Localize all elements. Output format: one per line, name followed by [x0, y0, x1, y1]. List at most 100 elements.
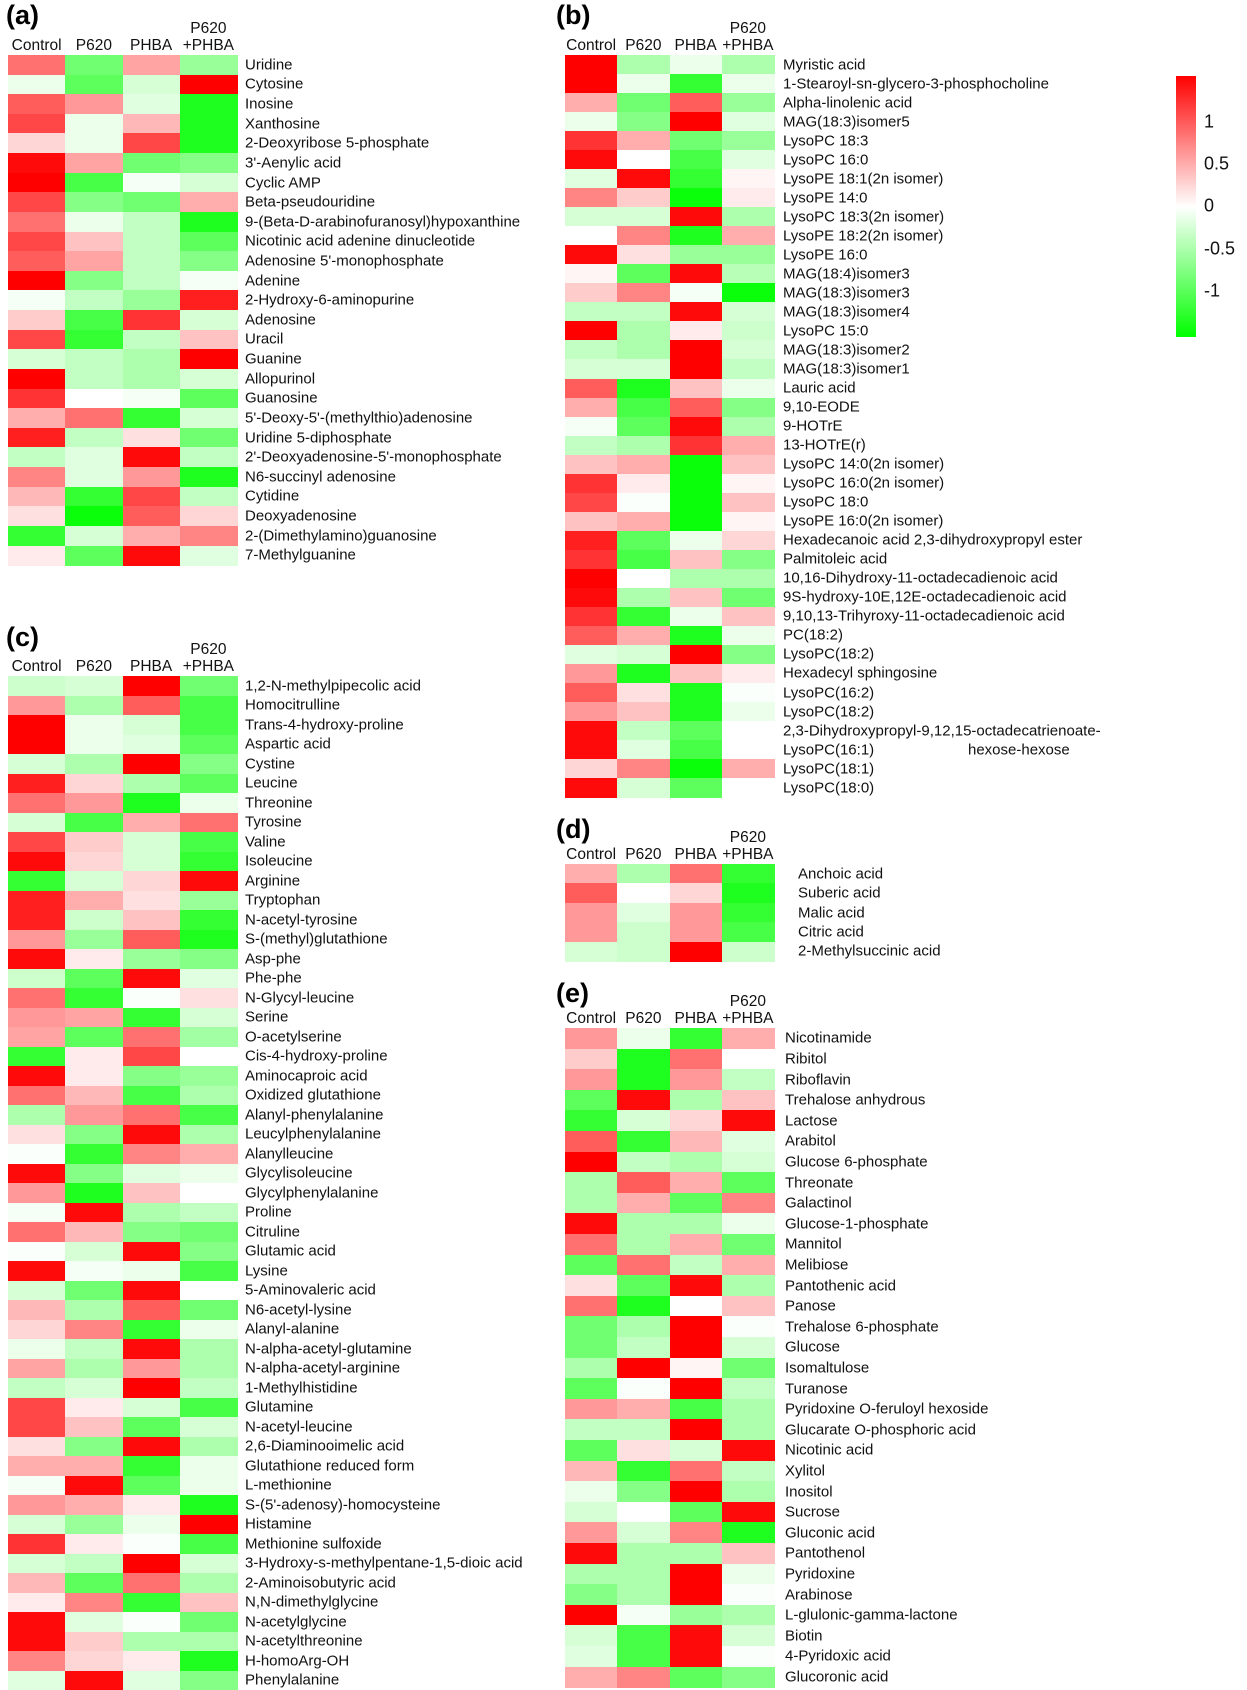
heatmap-cell	[565, 778, 618, 798]
row-label: Arabinose	[785, 1586, 853, 1603]
heatmap-cell	[669, 1089, 723, 1111]
heatmap-cell	[65, 1592, 124, 1613]
heatmap-cell	[721, 883, 775, 904]
heatmap-cell	[179, 211, 238, 233]
heatmap-cell	[179, 1417, 238, 1438]
row-label: Homocitrulline	[245, 696, 341, 714]
heatmap-cell	[122, 1163, 181, 1184]
heatmap-cell	[721, 492, 775, 513]
row-label: Glutathione reduced form	[245, 1457, 415, 1475]
row-label: Trehalose 6-phosphate	[785, 1318, 939, 1336]
heatmap-cell	[65, 1670, 124, 1690]
heatmap-cell	[669, 1048, 723, 1070]
row-label: O-acetylserine	[245, 1028, 342, 1046]
row-label: Aspartic acid	[245, 735, 331, 753]
heatmap-cell	[65, 1183, 124, 1204]
heatmap-cell	[617, 207, 671, 227]
heatmap-cell	[721, 435, 775, 456]
heatmap-cell	[122, 486, 181, 507]
heatmap-cell	[122, 349, 181, 370]
heatmap-cell	[565, 1481, 618, 1503]
heatmap-cell	[565, 549, 618, 570]
heatmap-cell	[179, 427, 238, 448]
heatmap-cell	[179, 1475, 238, 1496]
heatmap-cell	[617, 397, 671, 418]
row-label: Trans-4-hydroxy-proline	[245, 716, 404, 734]
heatmap-cell	[8, 467, 66, 488]
heatmap-cell	[565, 226, 618, 246]
heatmap-cell	[721, 864, 775, 884]
row-label: 5'-Deoxy-5'-(methylthio)adenosine	[245, 409, 473, 427]
heatmap-cell	[122, 832, 181, 853]
heatmap-cell	[8, 506, 66, 527]
heatmap-cell	[179, 910, 238, 931]
heatmap-cell	[122, 1066, 181, 1087]
heatmap-cell	[669, 778, 723, 798]
heatmap-cell	[8, 1475, 66, 1496]
heatmap-cell	[565, 625, 618, 646]
heatmap-cell	[617, 902, 671, 923]
heatmap-cell	[669, 1213, 723, 1235]
heatmap-cell	[565, 1419, 618, 1441]
row-label: Glutamine	[245, 1398, 314, 1416]
heatmap-cell	[565, 1337, 618, 1359]
heatmap-cell	[669, 378, 723, 399]
heatmap-cell	[617, 1275, 671, 1297]
heatmap-cell	[617, 1666, 671, 1688]
heatmap-cell	[721, 1646, 775, 1668]
heatmap-cell	[565, 1172, 618, 1194]
heatmap-cell	[122, 133, 181, 154]
heatmap-cell	[565, 207, 618, 227]
heatmap-cell	[721, 473, 775, 494]
heatmap-cell	[122, 676, 181, 697]
heatmap-cell	[65, 251, 124, 272]
heatmap-cell	[565, 112, 618, 132]
heatmap-cell	[565, 1625, 618, 1647]
heatmap-cell	[669, 941, 723, 962]
heatmap-cell	[669, 1316, 723, 1338]
panel-d-letter: (d)	[556, 814, 591, 844]
heatmap-cell	[617, 778, 671, 798]
heatmap-cell	[122, 1319, 181, 1340]
heatmap-cell	[617, 941, 671, 962]
heatmap-cell	[122, 525, 181, 547]
heatmap-cell	[565, 169, 618, 189]
colorbar-gradient	[1176, 76, 1196, 337]
heatmap-cell	[617, 702, 671, 722]
heatmap-cell	[179, 1319, 238, 1340]
heatmap-cell	[122, 1027, 181, 1048]
heatmap-cell	[8, 988, 66, 1009]
heatmap-cell	[179, 192, 238, 213]
heatmap-cell	[8, 1163, 66, 1184]
heatmap-cell	[179, 349, 238, 370]
heatmap-cell	[565, 1440, 618, 1462]
heatmap-cell	[669, 663, 723, 684]
heatmap-cell	[617, 226, 671, 246]
heatmap-cell	[721, 1275, 775, 1297]
heatmap-cell	[122, 368, 181, 390]
heatmap-cell	[669, 1234, 723, 1256]
heatmap-cell	[617, 1110, 671, 1132]
row-label: Tyrosine	[245, 813, 302, 831]
heatmap-cell	[669, 226, 723, 246]
heatmap-cell	[179, 506, 238, 527]
heatmap-cell	[669, 1337, 723, 1359]
heatmap-cell	[721, 340, 775, 361]
heatmap-cell	[122, 467, 181, 488]
heatmap-cell	[617, 1213, 671, 1235]
heatmap-cell	[179, 1105, 238, 1126]
heatmap-cell	[122, 1280, 181, 1301]
heatmap-cell	[179, 525, 238, 547]
heatmap-cell	[721, 941, 775, 962]
heatmap-cell	[617, 1604, 671, 1626]
heatmap-cell	[122, 1007, 181, 1028]
heatmap-cell	[179, 832, 238, 853]
heatmap-cell	[65, 1358, 124, 1379]
row-label: 2,3-Dihydroxypropyl-9,12,15-octadecatrie…	[783, 722, 1101, 740]
heatmap-cell	[565, 378, 618, 399]
row-label: Leucine	[245, 774, 298, 792]
panel-b-col-header: P620	[625, 37, 662, 54]
heatmap-cell	[8, 1397, 66, 1418]
heatmap-cell	[122, 949, 181, 970]
row-label: Hexadecanoic acid 2,3-dihydroxypropyl es…	[783, 531, 1083, 549]
